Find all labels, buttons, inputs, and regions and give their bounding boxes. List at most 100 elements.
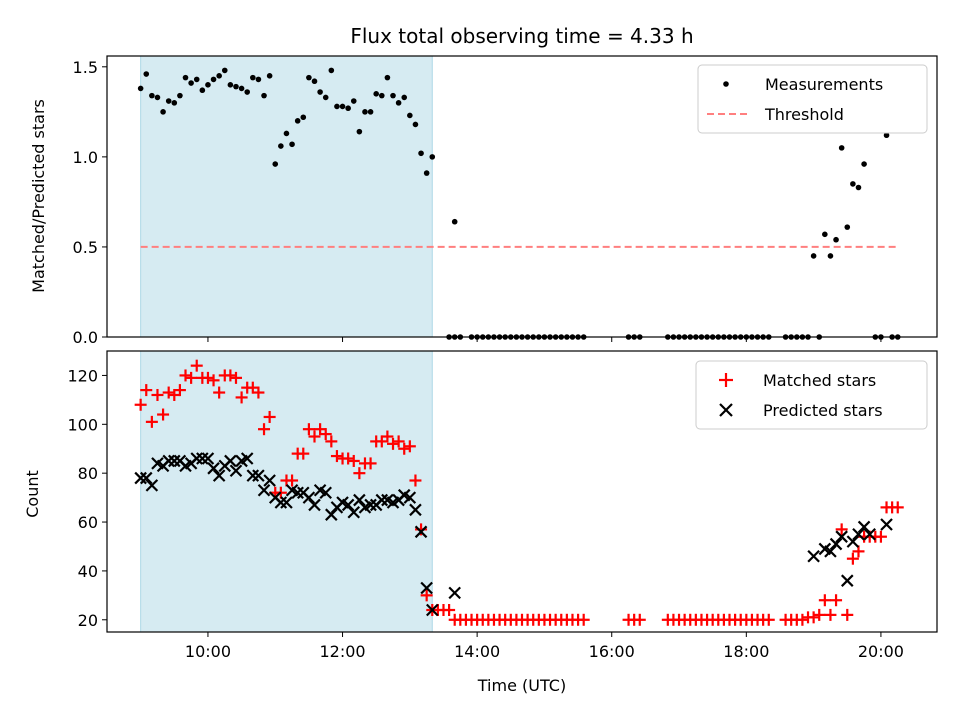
measurement-point <box>199 87 206 94</box>
matched-stars-point <box>145 415 158 428</box>
matched-stars-point <box>297 447 310 460</box>
predicted-stars-point <box>420 581 433 595</box>
measurement-point <box>137 85 144 92</box>
predicted-stars-point <box>341 498 355 512</box>
predicted-stars-point <box>409 503 422 517</box>
predicted-stars-point <box>863 527 876 541</box>
matched-stars-point <box>841 608 854 621</box>
measurement-point <box>233 83 239 90</box>
predicted-stars-point <box>364 498 377 512</box>
measurement-point <box>182 74 189 81</box>
bottom-legend: Matched stars Predicted stars <box>695 360 928 430</box>
predicted-stars-point <box>252 469 265 482</box>
measurement-point <box>350 98 357 104</box>
count-points <box>134 359 904 626</box>
predicted-stars-point <box>840 574 854 587</box>
matched-stars-point <box>874 530 887 543</box>
predicted-stars-point <box>846 535 860 548</box>
matched-stars-point <box>330 450 343 463</box>
measurement-point <box>451 218 458 225</box>
measurement-point <box>216 73 222 79</box>
matched-stars-point <box>846 552 859 565</box>
predicted-stars-point <box>246 469 260 482</box>
measurement-point <box>171 100 178 106</box>
predicted-stars-point <box>353 493 366 507</box>
x-tick-label: 14:00 <box>454 642 500 661</box>
bottom-legend-box <box>695 360 928 430</box>
matched-stars-point <box>263 410 276 423</box>
measurement-point <box>423 170 430 176</box>
matched-stars-point <box>151 388 164 401</box>
matched-stars-point <box>235 391 248 404</box>
observing-span-shade-bottom <box>140 350 433 633</box>
y-tick-label: 20 <box>78 611 98 630</box>
matched-stars-point <box>443 604 456 617</box>
predicted-stars-point <box>145 479 159 492</box>
predicted-stars-point <box>375 493 389 507</box>
observing-span-shade-top <box>140 55 433 338</box>
measurement-point <box>429 154 436 160</box>
bottom-axes-frame <box>106 350 938 633</box>
measurement-point <box>250 74 256 81</box>
matched-stars-point <box>403 440 416 453</box>
legend-matched-marker <box>719 373 733 387</box>
measurement-point <box>143 71 150 77</box>
bottom-x-ticks: 10:00 12:00 14:00 16:00 18:00 20:00 <box>185 632 904 661</box>
top-y-axis-label: Matched/Predicted stars <box>29 99 48 293</box>
predicted-stars-point <box>308 498 321 512</box>
measurement-point <box>861 161 867 167</box>
measurement-point <box>294 118 301 124</box>
predicted-stars-point <box>280 496 293 509</box>
measurement-point <box>356 128 363 135</box>
measurement-point <box>373 91 379 97</box>
matched-stars-point <box>201 371 214 384</box>
predicted-stars-point <box>347 505 361 519</box>
predicted-stars-point <box>162 454 175 468</box>
measurement-point <box>412 121 419 128</box>
legend-measurements-marker <box>723 81 729 87</box>
measurement-point <box>205 82 211 88</box>
matched-stars-point <box>213 386 226 399</box>
predicted-stars-point <box>291 486 304 499</box>
x-tick-label: 12:00 <box>319 642 365 661</box>
legend-measurements-label: Measurements <box>765 75 883 94</box>
predicted-stars-point <box>448 586 461 600</box>
matched-stars-point <box>387 437 400 450</box>
matched-stars-point <box>185 371 198 384</box>
measurement-point <box>407 112 413 119</box>
top-panel: 0.0 0.5 1.0 1.5 Matched/Predicted stars Mea… <box>29 55 938 347</box>
legend-predicted-marker <box>719 403 733 417</box>
matched-stars-point <box>229 371 242 384</box>
matched-stars-point <box>140 384 153 397</box>
measurement-point <box>160 109 166 115</box>
matched-stars-point <box>134 398 147 411</box>
matched-stars-point <box>398 442 411 455</box>
measurement-point <box>401 94 408 101</box>
measurement-point <box>395 100 402 106</box>
measurement-point <box>345 105 351 112</box>
predicted-stars-point <box>880 518 893 531</box>
measurement-point <box>328 67 335 74</box>
predicted-stars-point <box>824 545 837 558</box>
predicted-stars-point <box>134 471 147 485</box>
matched-stars-point <box>577 613 590 626</box>
matched-stars-point <box>364 457 377 470</box>
x-tick-label: 16:00 <box>589 642 635 661</box>
matched-stars-point <box>325 435 338 448</box>
predicted-stars-point <box>240 452 254 465</box>
measurement-point <box>339 103 346 110</box>
matched-stars-point <box>347 454 360 467</box>
measurement-point <box>300 114 307 121</box>
measurement-point <box>289 141 295 148</box>
matched-stars-point <box>319 428 332 441</box>
predicted-stars-point <box>168 454 181 468</box>
predicted-stars-point <box>139 471 153 485</box>
y-tick-label: 60 <box>78 513 98 532</box>
measurement-point <box>221 67 228 74</box>
top-legend: Measurements Threshold <box>697 64 928 134</box>
bottom-panel: 20 40 60 80 100 120 10:00 12:00 14:00 16:00 18:00… <box>23 350 938 695</box>
matched-stars-point <box>179 369 192 382</box>
y-tick-label: 120 <box>67 366 98 385</box>
measurement-point <box>334 103 340 110</box>
y-tick-label: 0.0 <box>73 328 98 347</box>
